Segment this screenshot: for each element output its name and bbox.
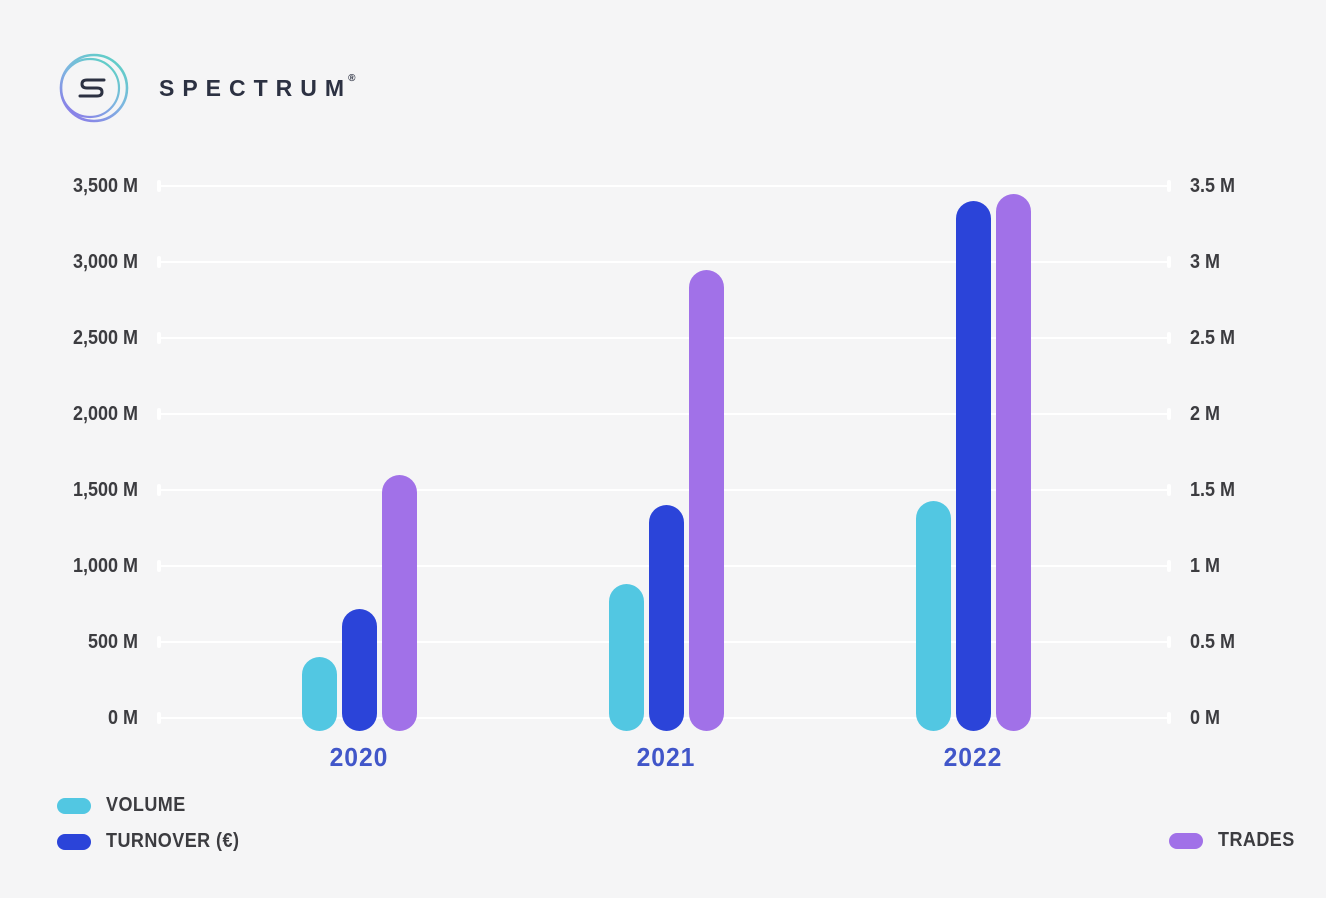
turnover-swatch-icon [57, 833, 91, 850]
right-axis-tick-label: 3 M [1190, 251, 1221, 273]
legend-left: VOLUME TURNOVER (€) [57, 794, 254, 852]
right-axis-tick-label: 2.5 M [1190, 327, 1236, 349]
left-axis-tick-label: 1,500 M [72, 479, 138, 501]
legend-item-turnover: TURNOVER (€) [57, 830, 254, 852]
left-axis-tick-label: 0 M [107, 707, 138, 729]
gridline [157, 180, 1171, 192]
bar-turnover-2021 [648, 505, 684, 731]
right-axis-tick-label: 3.5 M [1190, 175, 1236, 197]
x-axis-label-2021: 2021 [636, 742, 696, 772]
right-axis-tick-label: 1.5 M [1190, 479, 1236, 501]
left-axis-tick-label: 3,500 M [72, 175, 138, 197]
legend-label-trades: TRADES [1218, 829, 1295, 851]
bar-turnover-2022 [955, 201, 991, 731]
x-axis-label-2020: 2020 [329, 742, 389, 772]
volume-swatch-icon [57, 797, 91, 814]
x-axis-label-2022: 2022 [943, 742, 1003, 772]
right-axis-tick-label: 2 M [1190, 403, 1221, 425]
logo: SPECTRUM ® [55, 50, 355, 126]
legend-label-turnover: TURNOVER (€) [106, 830, 240, 852]
left-axis-tick-label: 2,500 M [72, 327, 138, 349]
gridline [157, 408, 1171, 420]
right-axis-tick-label: 0.5 M [1190, 631, 1236, 653]
bar-trades-2021 [688, 269, 724, 731]
bar-trades-2020 [381, 474, 417, 731]
registered-trademark: ® [348, 72, 356, 84]
gridline [157, 256, 1171, 268]
bar-volume-2020 [301, 657, 337, 731]
legend-item-trades: TRADES [1169, 829, 1303, 851]
legend-item-volume: VOLUME [57, 794, 254, 816]
legend-label-volume: VOLUME [106, 794, 186, 816]
brand-wordmark: SPECTRUM ® [159, 72, 356, 102]
right-axis-tick-label: 0 M [1190, 707, 1221, 729]
brand-name: SPECTRUM [159, 74, 353, 101]
spectrum-logo-icon [55, 50, 131, 126]
bar-volume-2022 [915, 500, 951, 731]
bar-trades-2022 [995, 193, 1031, 731]
left-axis-tick-label: 500 M [87, 631, 138, 653]
trades-swatch-icon [1169, 832, 1203, 849]
left-axis-tick-label: 3,000 M [72, 251, 138, 273]
bar-volume-2021 [608, 584, 644, 731]
gridline [157, 484, 1171, 496]
left-axis-tick-label: 2,000 M [72, 403, 138, 425]
legend-right: TRADES [1169, 829, 1303, 851]
bar-turnover-2020 [341, 608, 377, 731]
gridline [157, 332, 1171, 344]
left-axis-tick-label: 1,000 M [72, 555, 138, 577]
right-axis-tick-label: 1 M [1190, 555, 1221, 577]
